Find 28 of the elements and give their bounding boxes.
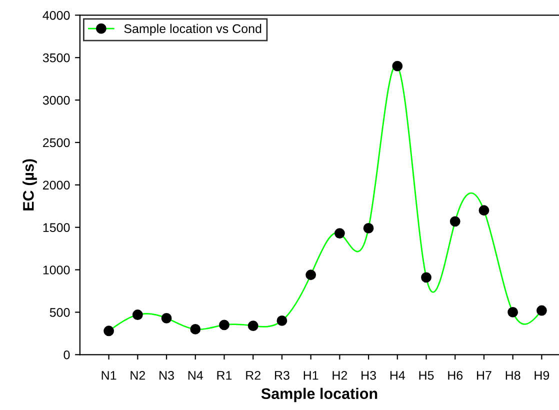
x-tick-label: H9	[534, 370, 550, 380]
x-tick-label: R1	[217, 371, 232, 380]
y-tick-label: 4000	[42, 10, 70, 20]
x-tick-label: H1	[304, 371, 318, 380]
x-tick-label: N4	[188, 371, 203, 380]
x-tick-label: H4	[390, 371, 406, 380]
y-tick-label: 0	[64, 350, 70, 360]
x-axis-title: Sample location	[261, 388, 378, 402]
x-tick-label: H6	[448, 370, 463, 380]
y-tick-label: 3500	[42, 53, 70, 62]
x-tick-label: H5	[419, 371, 434, 380]
x-tick-label: R2	[246, 370, 260, 380]
y-tick-label: 2000	[43, 180, 70, 190]
x-tick-label: H3	[362, 370, 376, 380]
x-tick-label: N1	[102, 371, 116, 380]
x-tick-label: R3	[274, 370, 290, 380]
y-tick-label: 1000	[43, 266, 70, 274]
x-tick-label: H7	[477, 371, 492, 380]
y-tick-label: 500	[50, 308, 70, 317]
legend-label: Sample location vs Cond	[124, 24, 262, 36]
x-tick-label: H8	[506, 370, 520, 380]
x-tick-label: H2	[332, 370, 348, 380]
y-tick-label: 3000	[42, 96, 70, 105]
x-tick-label: N2	[130, 370, 146, 380]
x-tick-label: N3	[160, 370, 174, 380]
y-tick-label: 1500	[43, 223, 70, 232]
y-tick-label: 2500	[43, 138, 70, 148]
y-axis-title: EC (µs)	[22, 159, 37, 210]
